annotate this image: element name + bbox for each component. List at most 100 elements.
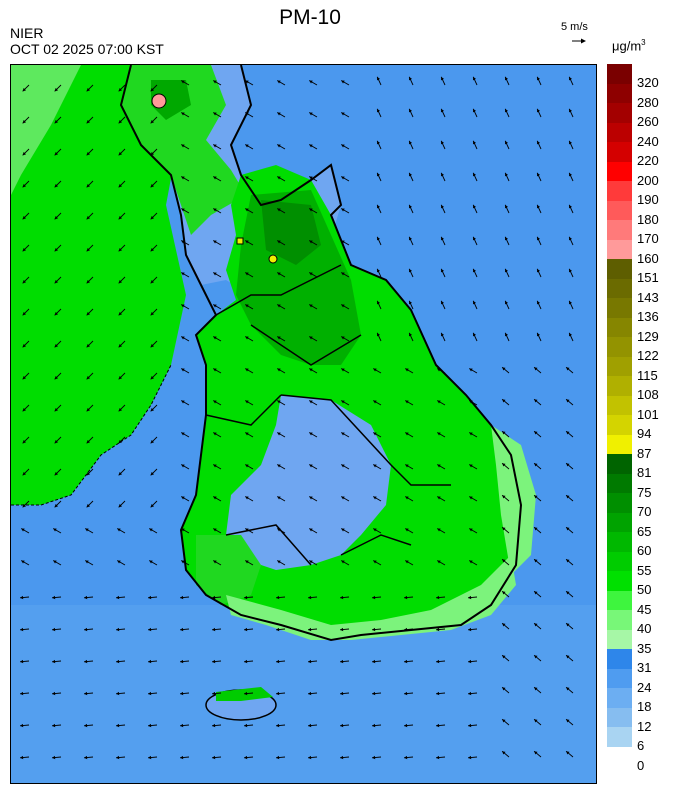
wind-vector-head: [408, 172, 413, 177]
wind-vector-head: [54, 472, 58, 476]
legend-swatch: [607, 259, 632, 279]
wind-vector-head: [54, 376, 58, 380]
wind-vector-head: [437, 464, 441, 468]
wind-vector-head: [118, 408, 122, 412]
wind-vector-head: [376, 76, 381, 81]
wind-vector-head: [276, 595, 280, 600]
wind-vector-head: [86, 152, 90, 156]
wind-vector-head: [54, 504, 58, 508]
wind-vector-head: [181, 368, 185, 372]
wind-vector-head: [276, 723, 280, 728]
wind-vector-head: [118, 472, 122, 476]
legend-swatch: [607, 220, 632, 240]
wind-vector-head: [534, 527, 538, 531]
wind-vector-head: [181, 80, 185, 84]
wind-vector-head: [118, 152, 122, 156]
wind-vector-head: [408, 108, 413, 113]
wind-vector-head: [150, 152, 154, 156]
wind-vector-head: [340, 595, 344, 600]
wind-vector-head: [404, 755, 408, 760]
legend-swatch: [607, 590, 632, 610]
wind-vector-head: [568, 236, 573, 241]
wind-vector-head: [504, 236, 509, 241]
china-land-area: [11, 65, 186, 505]
legend-label: 35: [637, 640, 652, 656]
wind-vector-head: [536, 300, 541, 305]
wind-vector-head: [502, 399, 506, 403]
wind-vector-head: [118, 312, 122, 316]
legend-label: 200: [637, 172, 659, 188]
wind-vector-head: [181, 144, 185, 148]
wind-vector-head: [54, 152, 58, 156]
wind-vector-head: [148, 723, 152, 728]
wind-vector-head: [181, 208, 185, 212]
wind-vector-head: [341, 560, 345, 564]
wind-vector-head: [536, 204, 541, 209]
wind-vector-head: [566, 431, 570, 435]
wind-vector-head: [568, 300, 573, 305]
wind-vector-head: [341, 144, 345, 148]
china-coast-line: [11, 364, 172, 506]
wind-vector-head: [308, 691, 312, 696]
wind-vector-head: [22, 344, 26, 348]
wind-vector-head: [341, 496, 345, 500]
wind-vector-head: [213, 176, 217, 180]
wind-vector-head: [568, 172, 573, 177]
wind-vector-head: [181, 400, 185, 404]
wind-vector-head: [405, 400, 409, 404]
legend-label: 170: [637, 231, 659, 246]
wind-vector-head: [341, 304, 345, 308]
wind-vector-head: [566, 655, 570, 659]
wind-vector-head: [54, 344, 58, 348]
legend-label: 240: [637, 133, 659, 149]
wind-vector-head: [376, 108, 381, 113]
wind-vector-head: [149, 560, 153, 564]
wind-vector-head: [86, 248, 90, 252]
pm10-map: [10, 64, 597, 784]
wind-vector-head: [277, 336, 281, 340]
wind-vector-head: [150, 184, 154, 188]
wind-vector-head: [309, 80, 313, 84]
wind-vector-head: [21, 528, 25, 532]
wind-vector-head: [566, 623, 570, 627]
wind-vector-head: [276, 627, 280, 632]
wind-vector-head: [437, 368, 441, 372]
wind-vector-head: [309, 144, 313, 148]
wind-vector-head: [568, 204, 573, 209]
wind-vector-head: [213, 496, 217, 500]
wind-vector-head: [149, 528, 153, 532]
wind-vector-head: [534, 495, 538, 499]
wind-vector-head: [245, 528, 249, 532]
korea-coastline: [119, 65, 523, 642]
wind-vector-head: [502, 751, 506, 755]
wind-vector-head: [436, 723, 440, 728]
legend-swatch: [607, 317, 632, 337]
wind-vector-head: [568, 76, 573, 81]
wind-vector-head: [373, 496, 377, 500]
wind-vector-head: [86, 88, 90, 92]
wind-vector-head: [181, 496, 185, 500]
wind-vector-head: [180, 627, 184, 632]
wind-vector-head: [150, 120, 154, 124]
wind-vector-head: [245, 240, 249, 244]
wind-vector-head: [468, 723, 472, 728]
wind-vector-head: [213, 112, 217, 116]
wind-vector-head: [245, 272, 249, 276]
legend-label: 24: [637, 679, 652, 695]
wind-vector-head: [373, 528, 377, 532]
legend-swatch: [607, 454, 632, 474]
organization-label: NIER: [10, 25, 44, 41]
wind-vector-head: [468, 627, 472, 632]
wind-vector-head: [118, 440, 122, 444]
wind-vector-head: [22, 408, 26, 412]
wind-vector-head: [404, 627, 408, 632]
north-korea-green-dark: [151, 80, 191, 120]
wind-vector-head: [22, 280, 26, 284]
wind-vector-head: [116, 755, 120, 760]
wind-vector-head: [534, 751, 538, 755]
wind-vector-head: [148, 691, 152, 696]
wind-vector-head: [84, 691, 88, 696]
wind-vector-head: [150, 504, 154, 508]
wind-vector-head: [504, 332, 509, 337]
legend-label: 151: [637, 270, 659, 285]
